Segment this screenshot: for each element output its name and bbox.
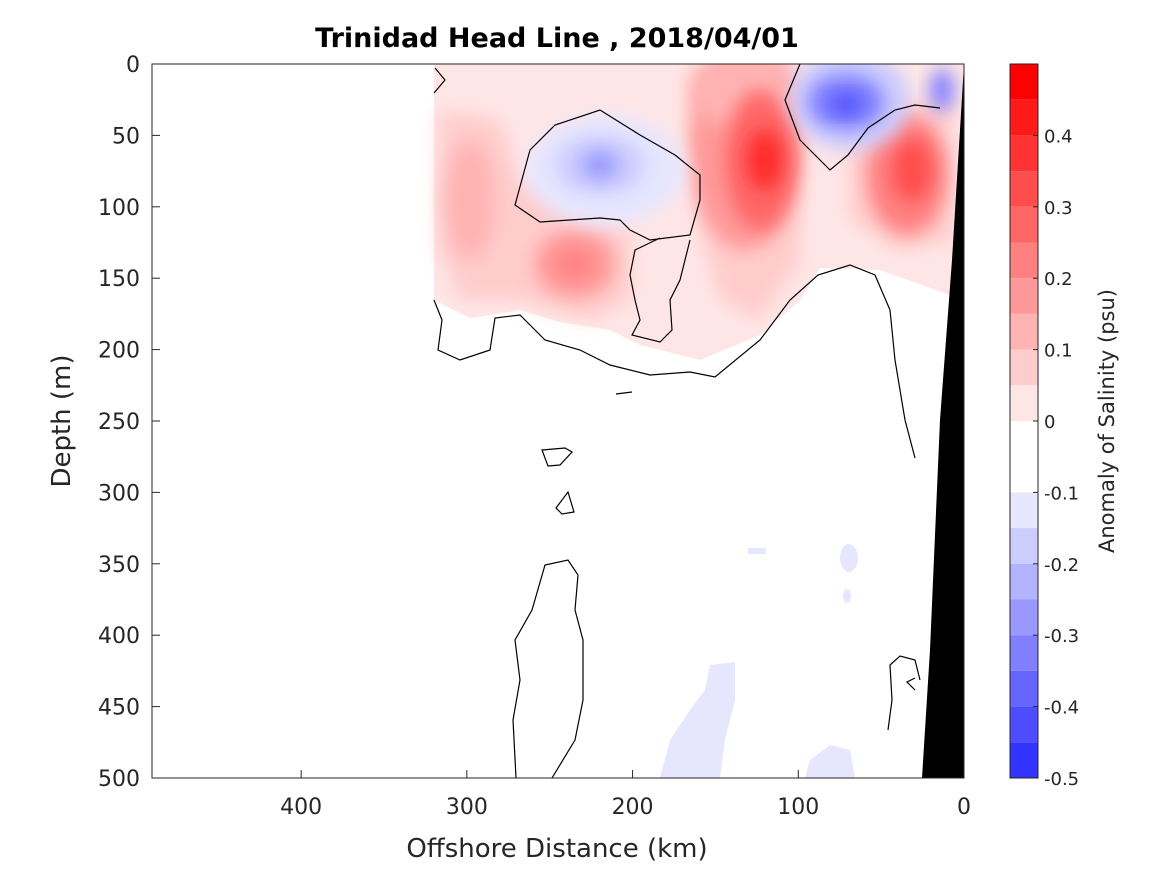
- anomaly-deep-neg-3: [840, 544, 858, 572]
- colorbar: [1010, 64, 1038, 778]
- anomaly-core-pos-far-west: [445, 140, 495, 260]
- y-tick-label: 0: [126, 53, 140, 78]
- x-axis: 400 300 200 100 0: [280, 770, 971, 820]
- anomaly-core-neg-east-peak: [830, 94, 862, 114]
- colorbar-swatch: [1010, 635, 1038, 671]
- x-tick-label: 200: [612, 795, 654, 820]
- colorbar-swatch: [1010, 206, 1038, 243]
- colorbar-swatch: [1010, 670, 1038, 707]
- colorbar-swatch: [1010, 599, 1038, 636]
- y-tick-label: 150: [98, 267, 140, 292]
- y-tick-label: 400: [98, 624, 140, 649]
- anomaly-core-pos-peak: [747, 130, 783, 190]
- zero-contour-5: [629, 237, 691, 343]
- colorbar-tick-label: 0: [1044, 412, 1055, 433]
- anomaly-core-pos-east-peak: [892, 138, 932, 202]
- colorbar-swatch: [1010, 492, 1038, 529]
- colorbar-tick-label: -0.1: [1044, 483, 1079, 504]
- y-tick-label: 300: [98, 481, 140, 506]
- colorbar-swatch: [1010, 385, 1038, 421]
- zero-contour-8: [555, 490, 575, 515]
- anomaly-deep-neg-4: [843, 589, 851, 603]
- colorbar-swatch: [1010, 171, 1038, 207]
- zero-contour-11: [905, 677, 916, 691]
- y-tick-label: 100: [98, 196, 140, 221]
- zero-contours: [433, 64, 941, 778]
- anomaly-deep-neg-1: [660, 662, 735, 778]
- colorbar-swatch: [1010, 242, 1038, 279]
- zero-contour-10: [887, 655, 921, 731]
- colorbar-ticks: 0.4 0.3 0.2 0.1 0 -0.1 -0.2 -0.3 -0.4 -0.5: [1033, 126, 1079, 790]
- zero-contour-7: [541, 447, 573, 467]
- colorbar-tick-label: -0.4: [1044, 698, 1079, 719]
- anomaly-deep-neg-5: [748, 548, 766, 554]
- x-tick-label: 400: [280, 795, 322, 820]
- x-axis-label: Offshore Distance (km): [406, 834, 707, 864]
- colorbar-label: Anomaly of Salinity (psu): [1095, 289, 1119, 553]
- bathymetry-mask: [922, 64, 964, 778]
- zero-contour-2: [433, 264, 916, 459]
- anomaly-core-neg-west-peak: [582, 151, 618, 179]
- y-tick-label: 50: [112, 124, 140, 149]
- y-tick-label: 200: [98, 339, 140, 364]
- y-tick-label: 500: [98, 767, 140, 792]
- colorbar-swatch: [1010, 742, 1038, 778]
- x-tick-label: 0: [957, 795, 971, 820]
- colorbar-swatch: [1010, 349, 1038, 386]
- colorbar-swatch: [1010, 421, 1038, 457]
- colorbar-swatch: [1010, 563, 1038, 600]
- anomaly-core-neg-coast: [930, 68, 954, 112]
- zero-contour-6: [615, 391, 633, 395]
- anomaly-field: [434, 64, 964, 778]
- colorbar-tick-label: 0.2: [1044, 269, 1073, 290]
- colorbar-swatch: [1010, 278, 1038, 314]
- y-tick-label: 450: [98, 696, 140, 721]
- colorbar-tick-label: -0.3: [1044, 626, 1079, 647]
- y-tick-label: 250: [98, 410, 140, 435]
- anomaly-deep-neg-2: [805, 745, 855, 778]
- x-tick-label: 100: [777, 795, 819, 820]
- anomaly-core-pos-west-peak: [557, 250, 593, 278]
- colorbar-swatch: [1010, 528, 1038, 564]
- colorbar-tick-label: 0.1: [1044, 341, 1073, 362]
- colorbar-tick-label: -0.2: [1044, 555, 1079, 576]
- x-tick-label: 300: [446, 795, 488, 820]
- colorbar-tick-label: 0.4: [1044, 126, 1073, 147]
- colorbar-swatch: [1010, 135, 1038, 172]
- colorbar-tick-label: -0.5: [1044, 769, 1079, 790]
- y-axis-label: Depth (m): [47, 354, 77, 487]
- colorbar-swatch: [1010, 99, 1038, 136]
- colorbar-swatch: [1010, 64, 1038, 100]
- zero-contour-4: [514, 109, 701, 241]
- colorbar-swatch: [1010, 313, 1038, 350]
- zero-contour-1: [433, 67, 446, 94]
- colorbar-swatch: [1010, 456, 1038, 493]
- chart-title: Trinidad Head Line , 2018/04/01: [315, 23, 799, 54]
- zero-contour-9: [512, 559, 584, 778]
- y-axis: 0 50 100 150 200 250 300 350 400 450 500: [98, 53, 160, 792]
- colorbar-swatch: [1010, 706, 1038, 743]
- colorbar-tick-label: 0.3: [1044, 198, 1073, 219]
- zero-contour-3: [784, 64, 941, 171]
- y-tick-label: 350: [98, 553, 140, 578]
